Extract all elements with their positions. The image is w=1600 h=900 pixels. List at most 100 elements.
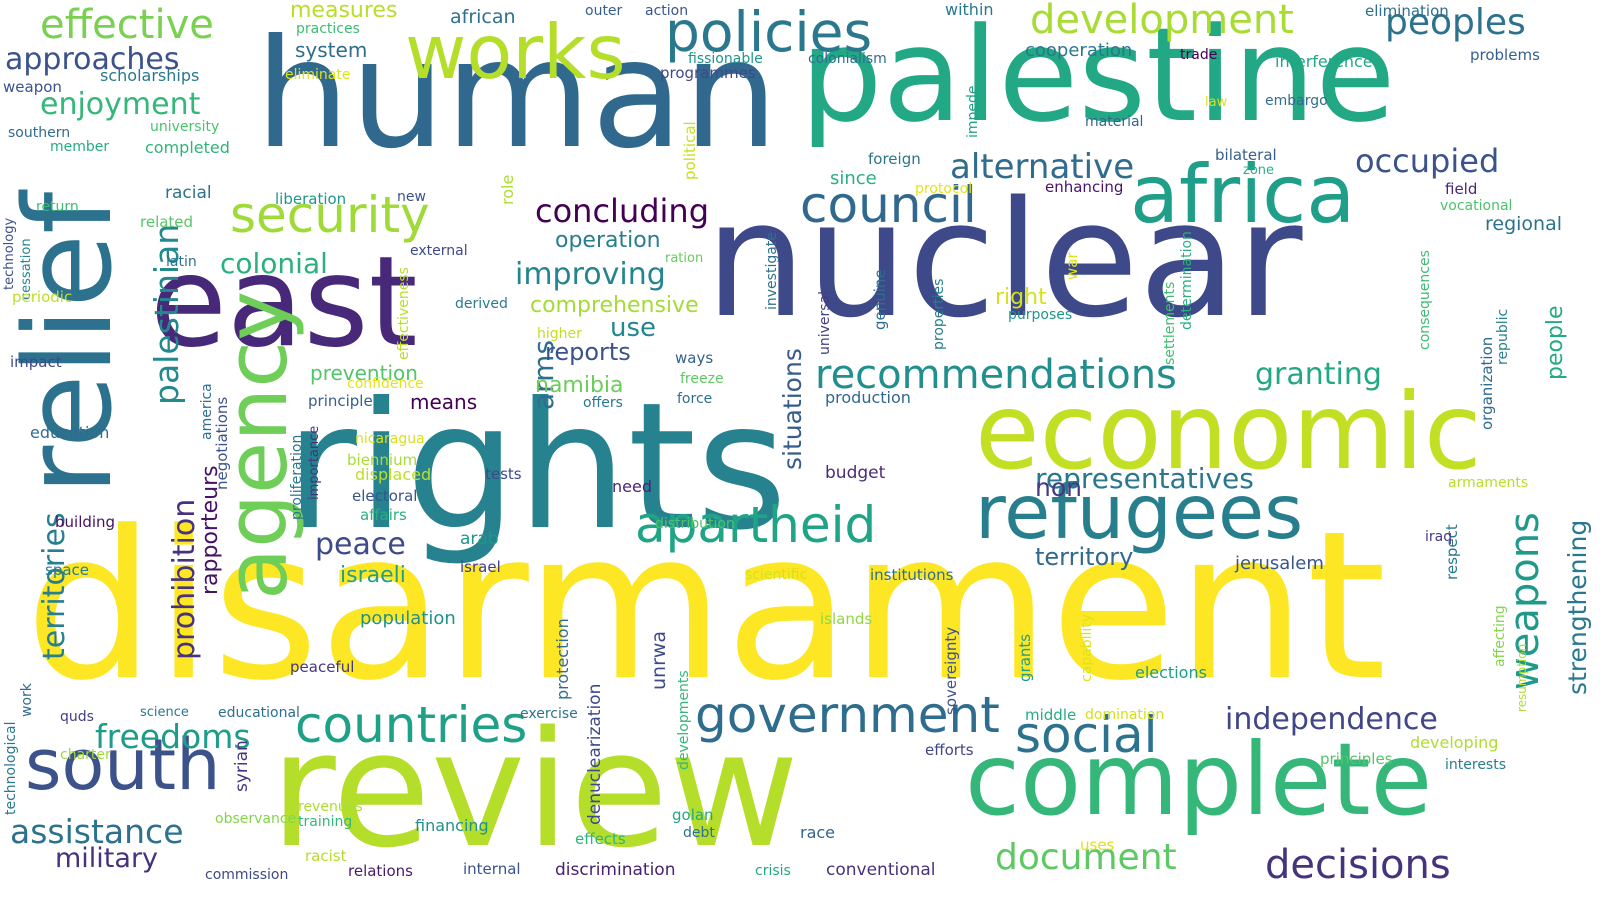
- cloud-word: university: [150, 119, 220, 135]
- cloud-word: building: [55, 513, 116, 531]
- cloud-word: war: [1063, 252, 1081, 280]
- cloud-word: independence: [1225, 702, 1438, 737]
- cloud-word: review: [270, 696, 800, 883]
- cloud-word: occupied: [1355, 142, 1500, 180]
- cloud-word: field: [1445, 180, 1478, 198]
- cloud-word: exercise: [520, 706, 578, 722]
- cloud-word: trade: [1180, 47, 1218, 63]
- cloud-word: people: [1543, 305, 1568, 380]
- cloud-word: genuine: [871, 269, 889, 330]
- cloud-word: training: [298, 814, 353, 830]
- cloud-word: capability: [1079, 613, 1095, 682]
- cloud-word: impact: [10, 353, 62, 371]
- cloud-word: settlements: [1162, 281, 1178, 365]
- cloud-word: importance: [307, 425, 322, 500]
- cloud-word: financing: [415, 816, 489, 835]
- cloud-word: higher: [537, 326, 582, 342]
- cloud-word: principles: [1320, 750, 1393, 768]
- cloud-word: quds: [60, 709, 94, 725]
- cloud-word: science: [140, 705, 189, 720]
- cloud-word: periodic: [12, 288, 73, 306]
- cloud-word: policies: [665, 0, 873, 64]
- cloud-word: law: [1205, 95, 1228, 110]
- cloud-word: interests: [1445, 757, 1507, 773]
- cloud-word: debt: [683, 825, 715, 841]
- cloud-word: conventional: [826, 860, 936, 880]
- cloud-word: system: [295, 38, 368, 62]
- cloud-word: elections: [1135, 663, 1207, 682]
- cloud-word: negotiations: [213, 396, 231, 490]
- cloud-word: educational: [218, 705, 300, 721]
- cloud-word: non: [1035, 473, 1082, 502]
- cloud-word: vocational: [1440, 198, 1513, 214]
- cloud-word: universal: [817, 290, 833, 355]
- cloud-word: relief: [0, 191, 139, 495]
- cloud-word: effectiveness: [396, 267, 412, 360]
- cloud-word: development: [1030, 0, 1294, 43]
- cloud-word: distribution: [655, 516, 735, 532]
- cloud-word: observance: [215, 811, 297, 827]
- cloud-word: middle: [1025, 706, 1077, 724]
- cloud-word: liberation: [275, 190, 347, 208]
- cloud-word: freeze: [680, 371, 724, 387]
- cloud-word: works: [405, 8, 626, 96]
- cloud-word: document: [995, 837, 1177, 878]
- cloud-word: israel: [460, 558, 501, 576]
- cloud-word: problems: [1470, 46, 1540, 64]
- cloud-word: outer: [585, 3, 623, 19]
- cloud-word: technology: [2, 217, 17, 290]
- cloud-word: complete: [965, 721, 1433, 838]
- cloud-word: unrwa: [648, 630, 670, 690]
- cloud-word: biennium: [347, 451, 418, 469]
- cloud-word: nicaragua: [355, 431, 425, 447]
- cloud-word: syrian: [232, 740, 252, 792]
- cloud-word: strengthening: [1563, 519, 1592, 695]
- cloud-word: comprehensive: [530, 293, 699, 318]
- cloud-word: east: [150, 230, 418, 375]
- cloud-word: external: [410, 243, 468, 259]
- cloud-word: investigate: [764, 232, 780, 310]
- cloud-word: africa: [1130, 148, 1356, 241]
- cloud-word: nuclear: [705, 166, 1303, 353]
- cloud-word: racist: [305, 847, 347, 865]
- cloud-word: relations: [348, 862, 413, 880]
- cloud-word: social: [1015, 706, 1158, 764]
- cloud-word: technological: [3, 721, 19, 815]
- cloud-word: ration: [665, 251, 704, 266]
- cloud-word: interference: [1275, 52, 1373, 71]
- cloud-word: america: [199, 383, 215, 440]
- cloud-word: protocol: [915, 181, 973, 197]
- cloud-word: freedoms: [95, 717, 251, 756]
- cloud-word: colonial: [220, 247, 328, 280]
- cloud-word: islands: [820, 610, 873, 628]
- cloud-word: action: [645, 3, 689, 19]
- cloud-word: protection: [553, 618, 572, 700]
- cloud-word: african: [450, 6, 516, 28]
- cloud-word: space: [45, 561, 90, 579]
- cloud-word: territory: [1035, 543, 1134, 571]
- cloud-word: enjoyment: [40, 87, 201, 122]
- cloud-word: affairs: [360, 506, 407, 524]
- cloud-word: bilateral: [1215, 146, 1277, 164]
- cloud-word: displaced: [355, 465, 432, 484]
- cloud-word: armaments: [1448, 475, 1529, 491]
- cloud-word: purposes: [1008, 307, 1073, 323]
- cloud-word: operation: [555, 228, 661, 253]
- cloud-word: elimination: [1365, 2, 1449, 20]
- cloud-word: economic: [975, 371, 1482, 493]
- cloud-word: force: [677, 391, 713, 407]
- cloud-word: scholarships: [100, 66, 200, 85]
- cloud-word: proliferation: [289, 434, 305, 520]
- cloud-word: decisions: [1265, 842, 1451, 888]
- cloud-word: crisis: [755, 863, 791, 879]
- cloud-word: golan: [672, 806, 714, 824]
- cloud-word: weapon: [3, 78, 62, 96]
- cloud-word: assistance: [10, 812, 184, 851]
- cloud-word: colonialism: [808, 51, 887, 67]
- cloud-word: need: [612, 477, 652, 496]
- cloud-word: properties: [931, 278, 947, 350]
- cloud-word: prevention: [310, 361, 418, 385]
- cloud-word: work: [19, 683, 35, 717]
- cloud-word: approaches: [5, 42, 180, 77]
- cloud-word: institutions: [870, 566, 954, 584]
